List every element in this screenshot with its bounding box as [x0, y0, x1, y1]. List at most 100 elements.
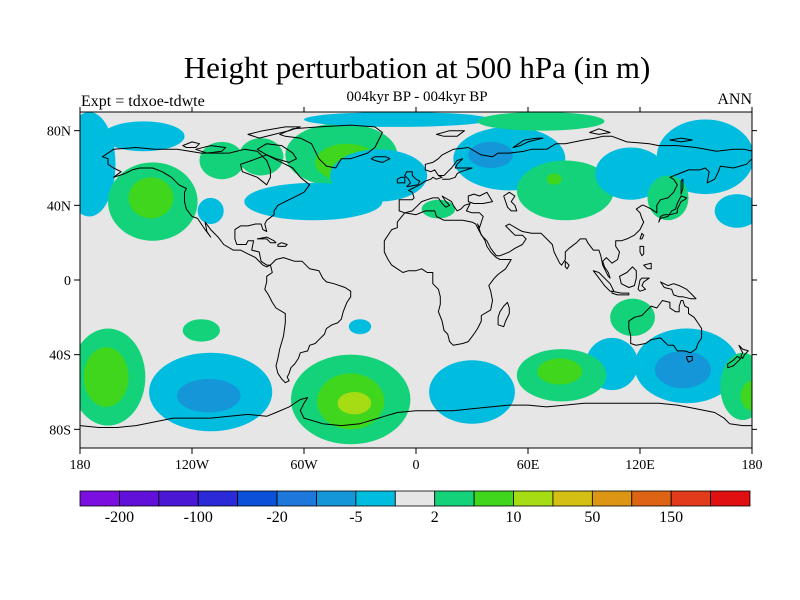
y-tick-label: 40S [49, 349, 71, 364]
experiment-label: Expt = tdxoe-tdwte [81, 93, 205, 110]
coastline-victoria-island [195, 145, 227, 154]
coastline-new-zealand-south [727, 356, 742, 369]
colorbar-label: 150 [659, 509, 683, 526]
perturbation-region-4 [199, 141, 245, 180]
perturbation-region-15 [516, 160, 614, 221]
colorbar-label: -20 [266, 509, 287, 526]
y-tick-label: 40N [47, 199, 71, 214]
colorbar-box [237, 490, 278, 507]
coastline-mindanao [643, 262, 652, 270]
coastline-taiwan [639, 232, 645, 240]
x-axis: 180 120W 60W 0 60E 120E 180 [70, 107, 763, 473]
coastline-new-zealand-north [738, 344, 749, 359]
perturbation-region-6 [197, 197, 224, 224]
coastline-severnaya-zemlya [589, 128, 611, 135]
colorbar-label: 10 [506, 509, 522, 526]
colorbar-box [276, 490, 317, 507]
page-title: Height perturbation at 500 hPa (in m) [183, 50, 651, 85]
colorbar-box [197, 490, 239, 507]
coastline-north-america [101, 147, 311, 268]
x-tick-label: 60W [290, 458, 318, 473]
x-tick-label: 60E [517, 458, 540, 473]
x-tick-label: 180 [742, 458, 763, 473]
coastline-antarctica [80, 397, 752, 428]
x-tick-label: 120W [175, 458, 210, 473]
coastline-luzon [639, 245, 645, 257]
coastline-sakhalin [680, 178, 684, 195]
colorbar-box [158, 490, 199, 507]
coastline-svalbard [436, 130, 465, 137]
colorbar-label: -100 [184, 509, 213, 526]
coastline-greenland [279, 124, 383, 169]
coastline-sri-lanka [564, 260, 570, 270]
coastline-madagascar [497, 301, 510, 328]
colorbar-box [710, 490, 751, 507]
x-tick-label: 180 [70, 458, 91, 473]
y-tick-label: 80S [49, 423, 71, 438]
coastline-ireland [396, 176, 406, 184]
colorbar-box [355, 490, 396, 507]
perturbation-region-30 [337, 392, 372, 415]
perturbation-region-0 [102, 121, 185, 152]
perturbation-region-37 [654, 350, 711, 389]
x-tick-label: 120E [625, 458, 655, 473]
colorbar-box [631, 490, 672, 507]
coastline-banks-island [182, 141, 200, 148]
coastline-caspian-sea [503, 191, 518, 212]
colorbar-box [119, 490, 160, 507]
perturbation-region-39 [740, 380, 752, 411]
season-label: ANN [717, 91, 752, 108]
colorbar-box [434, 490, 475, 507]
coastline-new-guinea [660, 281, 697, 300]
colorbar: -200 -100 -20 -5 2 10 50 150 [79, 490, 751, 526]
coastline-scandinavia-gulf [438, 158, 473, 180]
coastline-hispaniola [277, 242, 288, 247]
coastline-australia [628, 300, 703, 354]
x-tick-label: 0 [413, 458, 420, 473]
colorbar-box [79, 490, 120, 507]
coastline-great-britain [404, 171, 421, 188]
colorbar-label: 50 [584, 509, 600, 526]
perturbation-region-34 [537, 358, 583, 385]
colorbar-box [670, 490, 711, 507]
coastline-black-sea [467, 191, 493, 204]
colorbar-box [513, 490, 554, 507]
colorbar-box [552, 490, 593, 507]
colorbar-box [316, 490, 357, 507]
y-axis: 80N 40N 0 40S 80S [47, 125, 757, 438]
coastlines [80, 124, 752, 428]
colorbar-label: -5 [349, 509, 362, 526]
perturbation-region-27 [348, 319, 372, 335]
coastline-new-siberian-islands [669, 137, 693, 143]
perturbation-region-17 [421, 199, 456, 219]
perturbation-region-3 [128, 177, 174, 219]
perturbation-region-38 [720, 352, 752, 420]
perturbation-region-25 [177, 378, 241, 413]
y-tick-label: 0 [64, 274, 71, 289]
perturbation-region-18 [595, 147, 667, 200]
perturbation-region-21 [714, 194, 752, 228]
coastline-baffin-island [256, 143, 297, 163]
coastline-java [611, 290, 630, 296]
colorbar-box [394, 490, 436, 507]
coastline-eurasia [398, 135, 752, 279]
perturbation-region-31 [429, 360, 515, 424]
period-label: 004kyr BP - 004kyr BP [346, 89, 488, 105]
coastline-cuba [256, 236, 277, 244]
perturbation-region-23 [83, 347, 129, 407]
coastline-borneo [619, 266, 637, 288]
perturbation-region-11 [304, 112, 491, 127]
perturbation-region-10 [330, 149, 428, 202]
colorbar-label: 2 [431, 509, 439, 526]
colorbar-box [473, 490, 514, 507]
coastline-ellesmere-island [247, 126, 301, 139]
perturbation-region-26 [182, 319, 220, 342]
y-tick-label: 80N [47, 125, 71, 140]
coastline-africa [383, 210, 512, 346]
coastline-south-america [264, 257, 352, 384]
coastline-japan [658, 195, 688, 223]
perturbation-region-14 [477, 112, 605, 131]
colorbar-label: -200 [105, 509, 134, 526]
colorbar-box [591, 490, 633, 507]
perturbation-region-1 [80, 112, 116, 217]
